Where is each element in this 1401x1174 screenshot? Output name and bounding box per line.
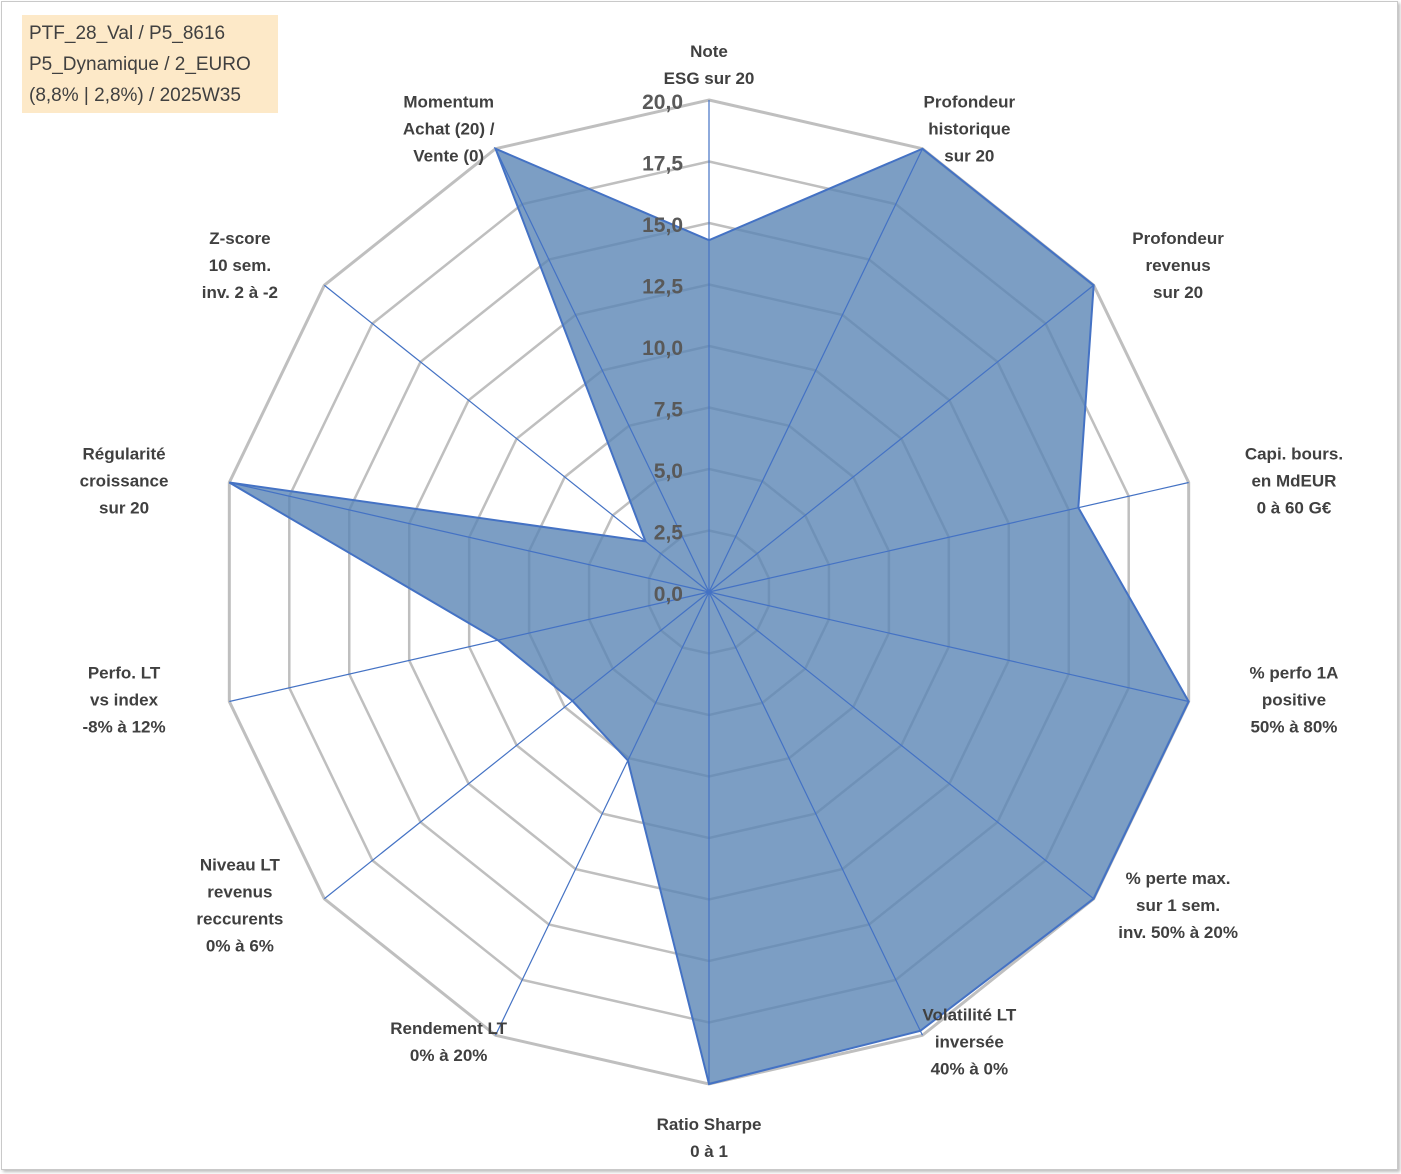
tick-label-8: 20,0 xyxy=(642,91,683,114)
axis-spoke-13 xyxy=(494,148,710,593)
category-label-3-line-2: 0 à 60 G€ xyxy=(1257,499,1332,518)
category-label-1-line-0: Profondeur xyxy=(924,93,1016,112)
tick-label-0: 0,0 xyxy=(654,583,683,606)
info-line-2: P5_Dynamique / 2_EURO xyxy=(29,54,251,75)
category-label-8-line-1: 0% à 20% xyxy=(410,1046,488,1065)
tick-label-3: 7,5 xyxy=(654,399,684,422)
category-label-4-line-2: 50% à 80% xyxy=(1250,717,1337,736)
axis-spoke-8 xyxy=(494,591,710,1036)
tick-label-7: 17,5 xyxy=(642,153,683,176)
category-label-9-line-2: reccurents xyxy=(196,909,283,928)
category-label-9-line-0: Niveau LT xyxy=(200,855,281,874)
category-label-9-line-3: 0% à 6% xyxy=(206,936,274,955)
category-label-11-line-0: Régularité xyxy=(82,445,165,464)
tick-label-2: 5,0 xyxy=(654,460,683,483)
category-label-8-line-0: Rendement LT xyxy=(390,1019,507,1038)
category-label-7-line-0: Ratio Sharpe xyxy=(657,1115,762,1134)
category-label-0-line-0: Note xyxy=(690,42,728,61)
category-label-6-line-1: inversée xyxy=(935,1032,1004,1051)
portfolio-info-box: PTF_28_Val / P5_8616 P5_Dynamique / 2_EU… xyxy=(22,15,278,113)
tick-labels: 0,0 2,5 5,0 7,5 10,0 12,5 15,0 17,5 20,0 xyxy=(642,91,683,606)
category-label-10-line-1: vs index xyxy=(90,690,159,709)
category-label-4-line-0: % perfo 1A xyxy=(1250,663,1339,682)
category-labels: Note ESG sur 20 Profondeur historique sur 20… xyxy=(80,42,1343,1161)
category-label-12-line-1: 10 sem. xyxy=(209,256,271,275)
category-label-11-line-1: croissance xyxy=(80,472,169,491)
axis-spoke-5 xyxy=(708,591,1095,900)
category-label-10-line-0: Perfo. LT xyxy=(88,663,161,682)
axis-spoke-12 xyxy=(323,284,710,593)
axis-spoke-11 xyxy=(229,481,710,593)
category-label-13-line-0: Momentum xyxy=(403,93,494,112)
category-label-2-line-0: Profondeur xyxy=(1132,229,1224,248)
tick-label-1: 2,5 xyxy=(654,522,684,545)
category-label-1-line-1: historique xyxy=(928,120,1010,139)
spoke-layer xyxy=(229,100,1189,1084)
axis-spoke-9 xyxy=(323,591,710,900)
axis-spoke-2 xyxy=(708,284,1095,593)
category-label-1-line-2: sur 20 xyxy=(944,147,994,166)
category-label-3-line-1: en MdEUR xyxy=(1251,472,1336,491)
axis-spoke-1 xyxy=(708,148,924,593)
axis-spoke-4 xyxy=(708,591,1189,703)
axis-spoke-10 xyxy=(229,591,710,703)
axis-spoke-6 xyxy=(708,591,924,1036)
category-label-2-line-2: sur 20 xyxy=(1153,283,1203,302)
category-label-6-line-0: Volatilité LT xyxy=(922,1005,1016,1024)
category-label-2-line-1: revenus xyxy=(1145,256,1210,275)
axis-spoke-3 xyxy=(708,481,1189,593)
category-label-6-line-2: 40% à 0% xyxy=(931,1059,1009,1078)
category-label-13-line-2: Vente (0) xyxy=(413,147,484,166)
category-label-5-line-0: % perte max. xyxy=(1126,869,1231,888)
category-label-3-line-0: Capi. bours. xyxy=(1245,445,1343,464)
category-label-9-line-1: revenus xyxy=(207,882,272,901)
category-label-5-line-1: sur 1 sem. xyxy=(1136,896,1220,915)
category-label-10-line-2: -8% à 12% xyxy=(82,717,165,736)
category-label-12-line-0: Z-score xyxy=(209,229,270,248)
category-label-5-line-2: inv. 50% à 20% xyxy=(1118,923,1238,942)
tick-label-6: 15,0 xyxy=(642,214,683,237)
category-label-4-line-1: positive xyxy=(1262,690,1326,709)
category-label-12-line-2: inv. 2 à -2 xyxy=(202,283,278,302)
tick-label-5: 12,5 xyxy=(642,276,683,299)
tick-label-4: 10,0 xyxy=(642,337,683,360)
info-line-3: (8,8% | 2,8%) / 2025W35 xyxy=(29,85,241,106)
category-label-7-line-1: 0 à 1 xyxy=(690,1142,728,1161)
category-label-0-line-1: ESG sur 20 xyxy=(664,69,755,88)
category-label-11-line-2: sur 20 xyxy=(99,499,149,518)
info-line-1: PTF_28_Val / P5_8616 xyxy=(29,23,226,44)
category-label-13-line-1: Achat (20) / xyxy=(403,120,495,139)
